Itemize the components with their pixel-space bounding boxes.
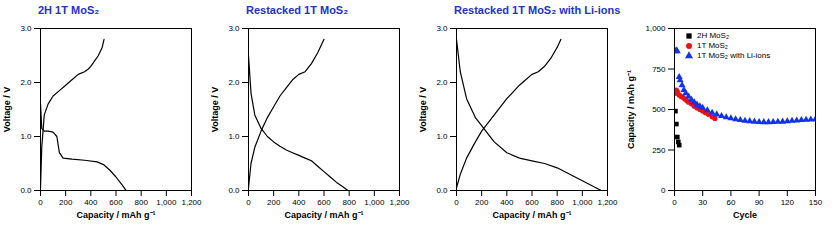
svg-text:1,000: 1,000 bbox=[364, 198, 385, 207]
svg-text:Voltage / V: Voltage / V bbox=[2, 87, 12, 132]
svg-text:0.0: 0.0 bbox=[436, 186, 448, 195]
svg-text:Capacity / mAh g⁻¹: Capacity / mAh g⁻¹ bbox=[76, 210, 155, 220]
svg-text:Capacity / mAh g⁻¹: Capacity / mAh g⁻¹ bbox=[284, 210, 363, 220]
html-text:Restacked 1T MoS₂: Restacked 1T MoS₂ bbox=[246, 4, 349, 16]
svg-text:Capacity / mAh g⁻¹: Capacity / mAh g⁻¹ bbox=[626, 70, 636, 149]
svg-text:600: 600 bbox=[525, 198, 539, 207]
svg-text:600: 600 bbox=[317, 198, 331, 207]
svg-text:2.0: 2.0 bbox=[436, 78, 448, 87]
html-text:Restacked 1T MoS₂ with Li-ions: Restacked 1T MoS₂ with Li-ions bbox=[454, 4, 621, 16]
svg-text:1.0: 1.0 bbox=[436, 132, 448, 141]
svg-text:3.0: 3.0 bbox=[20, 24, 32, 33]
svg-text:Capacity / mAh g⁻¹: Capacity / mAh g⁻¹ bbox=[492, 210, 571, 220]
svg-text:1,000: 1,000 bbox=[572, 198, 593, 207]
svg-text:120: 120 bbox=[781, 198, 795, 207]
svg-text:400: 400 bbox=[500, 198, 514, 207]
svg-text:Voltage / V: Voltage / V bbox=[210, 87, 220, 132]
svg-text:400: 400 bbox=[292, 198, 306, 207]
svg-text:1.0: 1.0 bbox=[228, 132, 240, 141]
svg-text:2.0: 2.0 bbox=[228, 78, 240, 87]
svg-text:250: 250 bbox=[652, 146, 666, 155]
svg-text:90: 90 bbox=[755, 198, 764, 207]
svg-text:30: 30 bbox=[698, 198, 707, 207]
svg-text:800: 800 bbox=[342, 198, 356, 207]
svg-text:0.0: 0.0 bbox=[228, 186, 240, 195]
svg-text:1,200: 1,200 bbox=[181, 198, 202, 207]
html-text:1T MoS₂ with Li-ions: 1T MoS₂ with Li-ions bbox=[697, 51, 771, 60]
svg-text:600: 600 bbox=[109, 198, 123, 207]
svg-text:0: 0 bbox=[38, 198, 43, 207]
svg-text:1,000: 1,000 bbox=[645, 24, 666, 33]
svg-text:200: 200 bbox=[475, 198, 489, 207]
html-text:2H 1T MoS₂: 2H 1T MoS₂ bbox=[38, 4, 100, 16]
svg-text:0: 0 bbox=[246, 198, 251, 207]
svg-text:60: 60 bbox=[726, 198, 735, 207]
svg-text:Voltage / V: Voltage / V bbox=[418, 87, 428, 132]
svg-text:200: 200 bbox=[59, 198, 73, 207]
svg-text:0: 0 bbox=[672, 198, 677, 207]
svg-text:200: 200 bbox=[267, 198, 281, 207]
svg-text:800: 800 bbox=[134, 198, 148, 207]
html-text:2H MoS₂: 2H MoS₂ bbox=[697, 31, 729, 40]
svg-text:1,200: 1,200 bbox=[597, 198, 618, 207]
svg-text:400: 400 bbox=[84, 198, 98, 207]
svg-text:1,000: 1,000 bbox=[156, 198, 177, 207]
svg-text:0: 0 bbox=[661, 186, 666, 195]
svg-text:0.0: 0.0 bbox=[20, 186, 32, 195]
svg-text:800: 800 bbox=[550, 198, 564, 207]
svg-text:2.0: 2.0 bbox=[20, 78, 32, 87]
html-text:1T MoS₂: 1T MoS₂ bbox=[697, 41, 728, 50]
svg-text:750: 750 bbox=[652, 65, 666, 74]
svg-text:Cycle: Cycle bbox=[733, 210, 757, 220]
svg-text:0: 0 bbox=[454, 198, 459, 207]
svg-text:3.0: 3.0 bbox=[436, 24, 448, 33]
svg-text:150: 150 bbox=[809, 198, 823, 207]
svg-text:1.0: 1.0 bbox=[20, 132, 32, 141]
svg-text:3.0: 3.0 bbox=[228, 24, 240, 33]
svg-text:1,200: 1,200 bbox=[389, 198, 410, 207]
svg-text:500: 500 bbox=[652, 105, 666, 114]
